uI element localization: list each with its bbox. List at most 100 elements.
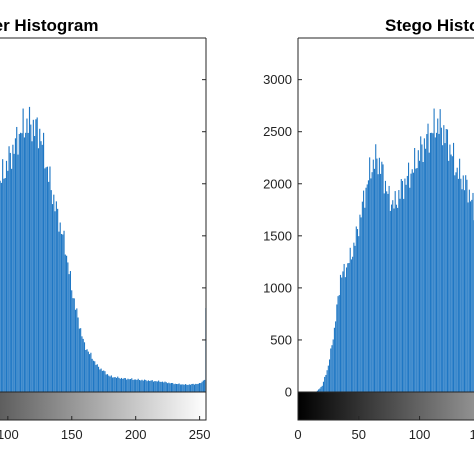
stego-bar — [428, 152, 430, 392]
cover-bar — [48, 181, 50, 392]
cover-bar — [146, 381, 148, 392]
stego-ytick-label: 500 — [270, 332, 292, 347]
stego-bar — [342, 271, 344, 392]
stego-bar — [375, 144, 377, 392]
cover-bars — [0, 106, 207, 393]
stego-bar — [329, 359, 331, 392]
cover-bar — [62, 234, 64, 392]
stego-bar — [463, 190, 466, 392]
cover-bar — [95, 364, 97, 392]
cover-bar — [132, 379, 134, 392]
stego-bar — [376, 158, 378, 392]
cover-bar — [12, 144, 14, 392]
stego-xtick-label: 0 — [294, 427, 301, 442]
cover-bar — [174, 383, 176, 392]
stego-bar — [472, 192, 474, 392]
cover-bar — [19, 132, 22, 392]
stego-bar — [444, 143, 446, 392]
stego-bar — [427, 123, 429, 392]
stego-bar — [471, 199, 473, 392]
cover-bar — [113, 377, 115, 392]
stego-bar — [389, 210, 391, 392]
cover-bar — [103, 370, 105, 392]
cover-bar — [69, 271, 71, 392]
cover-bar — [136, 379, 138, 392]
stego-bar — [338, 295, 340, 392]
cover-bar — [161, 381, 164, 392]
cover-bar — [135, 379, 137, 392]
cover-bar — [108, 375, 110, 392]
cover-bar — [175, 384, 178, 392]
cover-bar — [188, 384, 190, 392]
cover-xtick-label: 100 — [0, 427, 19, 442]
cover-bar — [71, 290, 73, 392]
cover-bar — [74, 309, 77, 392]
stego-bar — [346, 267, 348, 392]
stego-bar — [400, 179, 402, 392]
stego-bar — [445, 129, 447, 392]
cover-bar — [5, 160, 8, 392]
stego-bar — [423, 138, 425, 392]
stego-ytick-label: 1500 — [263, 228, 292, 243]
stego-bar — [354, 245, 356, 392]
stego-bar — [439, 109, 441, 392]
cover-bar — [55, 201, 57, 392]
stego-bar — [398, 190, 400, 392]
cover-bar — [32, 119, 34, 393]
cover-bar — [131, 378, 133, 392]
stego-bar — [392, 200, 394, 392]
cover-bar — [104, 371, 106, 392]
stego-bar — [318, 389, 320, 392]
stego-grayscale-colorbar — [297, 391, 474, 421]
stego-bar — [449, 144, 451, 392]
cover-bar — [204, 379, 206, 392]
stego-bar — [434, 137, 436, 392]
cover-bar — [64, 254, 66, 392]
stego-bar — [421, 144, 423, 392]
cover-xtick-label: 250 — [189, 427, 211, 442]
stego-bar — [380, 173, 382, 392]
stego-bar — [440, 127, 442, 392]
stego-bar — [366, 184, 368, 392]
cover-bar — [154, 381, 156, 392]
cover-bar — [144, 379, 146, 392]
stego-bar — [359, 214, 361, 392]
stego-bar — [417, 150, 419, 392]
cover-xtick-label: 150 — [61, 427, 83, 442]
stego-bars — [316, 108, 474, 393]
cover-bar — [152, 381, 155, 392]
stego-bar — [406, 175, 408, 392]
stego-bar — [404, 178, 406, 392]
cover-bar — [26, 118, 28, 392]
cover-bar — [53, 194, 55, 392]
cover-bar — [129, 379, 132, 392]
cover-bar — [67, 262, 69, 392]
stego-bar — [431, 132, 433, 392]
cover-bar — [4, 178, 6, 392]
stego-bar — [326, 370, 328, 392]
cover-bar — [138, 380, 141, 392]
stego-bar — [324, 376, 326, 392]
stego-bar — [339, 274, 342, 392]
stego-bar — [443, 125, 445, 392]
stego-bar — [410, 173, 412, 392]
stego-bar — [438, 133, 440, 392]
cover-bar — [187, 384, 189, 392]
cover-bar — [100, 368, 102, 392]
stego-bar — [466, 179, 468, 392]
stego-bar — [433, 108, 435, 392]
cover-bar — [164, 381, 166, 392]
cover-bar — [118, 377, 120, 392]
stego-bar — [409, 187, 411, 392]
cover-bar — [106, 374, 109, 392]
cover-bar — [3, 178, 5, 392]
cover-bar — [91, 358, 93, 392]
stego-ytick-label: 2000 — [263, 176, 292, 191]
cover-bar — [181, 384, 183, 392]
stego-xtick-label: 50 — [352, 427, 366, 442]
cover-bar — [191, 383, 193, 392]
stego-bar — [383, 193, 385, 392]
cover-bar — [169, 383, 171, 392]
stego-bar — [321, 385, 323, 392]
stego-bar — [316, 390, 318, 392]
